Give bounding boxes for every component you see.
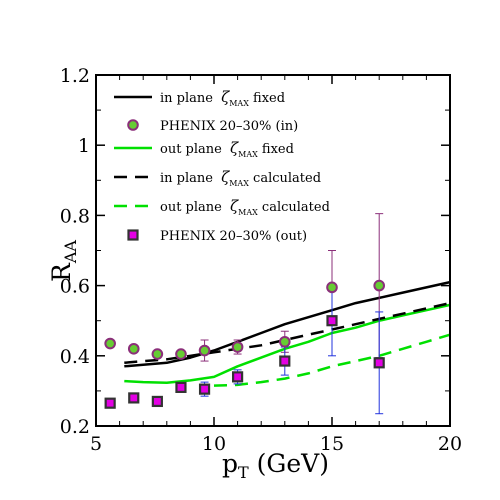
data-points bbox=[104, 213, 386, 415]
series-line-in_calc bbox=[124, 301, 451, 365]
legend-entry: PHENIX 20–30% (out) bbox=[127, 229, 307, 244]
in-plane-point bbox=[326, 281, 338, 294]
out-plane-point bbox=[151, 395, 163, 408]
y-tick-label: 1 bbox=[78, 135, 90, 157]
in-plane-point bbox=[373, 279, 386, 292]
legend-swatch-marker bbox=[127, 229, 139, 241]
out-plane-point bbox=[279, 355, 291, 367]
series-line-in_fixed bbox=[124, 280, 451, 368]
y-axis-title: RAA bbox=[47, 240, 80, 282]
legend: in plane ζMAX fixed PHENIX 20–30% (in) out… bbox=[114, 88, 330, 244]
legend-label: out plane ζMAX fixed bbox=[160, 139, 294, 159]
x-axis-title: pT (GeV) bbox=[222, 449, 329, 482]
model-curves bbox=[124, 280, 451, 387]
legend-label: PHENIX 20–30% (in) bbox=[160, 119, 298, 134]
out-plane-point bbox=[175, 381, 187, 393]
legend-entry: in plane ζMAX fixed bbox=[114, 88, 285, 108]
legend-label: in plane ζMAX calculated bbox=[160, 168, 321, 188]
legend-label: out plane ζMAX calculated bbox=[160, 197, 330, 217]
legend-swatch-marker bbox=[127, 119, 139, 131]
legend-entry: in plane ζMAX calculated bbox=[114, 168, 321, 188]
in-plane-point bbox=[127, 342, 140, 355]
y-tick-label: 1.2 bbox=[60, 65, 90, 87]
y-tick-label: 0.6 bbox=[60, 276, 90, 298]
out-plane-point bbox=[326, 315, 338, 327]
in-plane-point bbox=[279, 335, 291, 348]
x-tick-label: 5 bbox=[90, 433, 102, 455]
in-plane-point bbox=[231, 341, 244, 353]
y-tick-label: 0.8 bbox=[60, 205, 90, 227]
x-tick-label: 15 bbox=[320, 433, 344, 455]
in-plane-point bbox=[175, 348, 187, 360]
out-plane-point bbox=[232, 371, 244, 383]
axis-ticks: 5 10 15 20 0.2 0.4 0.6 0.8 1 1.2 bbox=[60, 65, 462, 455]
x-tick-label: 20 bbox=[438, 433, 462, 455]
x-tick-label: 10 bbox=[202, 433, 226, 455]
out-plane-point bbox=[104, 397, 116, 409]
legend-entry: PHENIX 20–30% (in) bbox=[127, 119, 298, 134]
out-plane-point bbox=[128, 392, 140, 404]
out-plane-point bbox=[198, 383, 211, 395]
legend-label: in plane ζMAX fixed bbox=[160, 88, 285, 108]
in-plane-point bbox=[151, 348, 164, 360]
in-plane-point bbox=[104, 337, 116, 350]
series-line-out_calc bbox=[213, 333, 451, 387]
out-plane-point bbox=[373, 357, 385, 369]
legend-entry: out plane ζMAX fixed bbox=[114, 139, 294, 159]
legend-label: PHENIX 20–30% (out) bbox=[160, 229, 307, 244]
legend-entry: out plane ζMAX calculated bbox=[114, 197, 330, 217]
y-tick-label: 0.4 bbox=[60, 346, 90, 368]
y-tick-label: 0.2 bbox=[60, 416, 90, 438]
in-plane-point bbox=[198, 344, 211, 357]
